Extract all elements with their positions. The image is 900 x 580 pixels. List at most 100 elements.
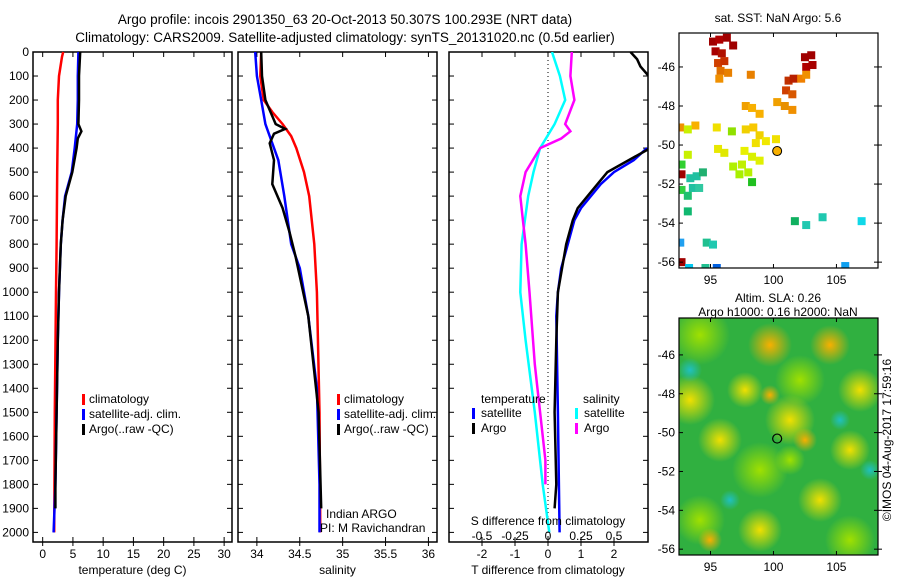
figure-title-line1: Argo profile: incois 2901350_63 20-Oct-2… — [118, 12, 572, 27]
depth-tick-label: 1600 — [2, 429, 29, 443]
sst-cell — [737, 160, 746, 169]
plot-frame — [237, 51, 438, 543]
legend-label: satellite-adj. clim. — [344, 407, 436, 421]
argo-position-marker — [772, 433, 783, 444]
legend-swatch — [575, 408, 578, 419]
sla-anomaly-blob — [727, 372, 763, 408]
depth-tick-label: 2000 — [2, 525, 29, 539]
sst-cell — [711, 47, 720, 56]
x-tick-label: 34.5 — [288, 547, 312, 561]
lat-tick-label: -54 — [658, 216, 676, 230]
depth-tick-label: 0 — [22, 45, 29, 59]
sst-cell — [692, 172, 701, 181]
sla-anomaly-blob — [775, 355, 825, 405]
sst-cell — [749, 123, 758, 132]
sst-cell — [857, 217, 866, 226]
sst-cell — [683, 191, 692, 200]
temperature-line-argo-raw-qc — [54, 51, 83, 509]
sla-anomaly-blob — [793, 428, 817, 452]
legend-label: Argo — [481, 421, 507, 435]
imos-credit: ©IMOS 04-Aug-2017 17:59:16 — [880, 359, 894, 522]
diff-line-salinity-argo — [519, 52, 576, 485]
x-axis-label: salinity — [319, 563, 356, 577]
sla-anomaly-blob — [775, 445, 805, 475]
diff-line-temperature-argo — [553, 52, 648, 509]
depth-tick-label: 1500 — [2, 405, 29, 419]
figure-title-line2: Climatology: CARS2009. Satellite-adjuste… — [75, 30, 615, 45]
diff-line-temperature-satellite — [555, 147, 648, 533]
sst-cell — [797, 74, 806, 83]
sst-cell — [727, 127, 736, 136]
legend-label: climatology — [89, 392, 149, 406]
x-tick-label: 25 — [187, 547, 201, 561]
x-tick-label: 0 — [39, 547, 46, 561]
sst-map-title: sat. SST: NaN Argo: 5.6 — [715, 11, 842, 25]
temperature-line-climatology — [52, 51, 65, 533]
legend-title-salinity: salinity — [583, 392, 620, 406]
s-tick-label: 0.5 — [606, 529, 623, 543]
sst-cell — [755, 131, 764, 140]
depth-tick-label: 100 — [9, 69, 29, 83]
sst-cell — [789, 74, 798, 83]
sst-cell — [702, 238, 711, 247]
sla-anomaly-blob — [830, 410, 850, 430]
sst-cell — [729, 162, 738, 171]
lat-tick-label: -46 — [658, 60, 676, 74]
argo-position-marker — [772, 146, 783, 157]
sla-field — [679, 318, 878, 555]
sla-anomaly-blob — [732, 442, 788, 498]
sst-cell — [746, 70, 755, 79]
lon-tick-label: 95 — [704, 560, 718, 574]
salinity-line-argo-raw-qc — [259, 51, 323, 509]
sla-anomaly-blob — [720, 490, 740, 510]
sla-anomaly-blob — [760, 385, 780, 405]
depth-tick-label: 500 — [9, 165, 29, 179]
s-tick-label: 0 — [545, 529, 552, 543]
lon-tick-label: 100 — [763, 273, 783, 287]
sla-anomaly-blob — [738, 508, 782, 552]
legend-title-temperature: temperature — [481, 392, 546, 406]
sst-cell — [761, 137, 770, 146]
sst-cell — [802, 62, 811, 71]
salinity-panel: 34 34.5 35 35.5 36 salinity climatologysatelli… — [237, 51, 438, 577]
sst-cell — [744, 168, 753, 177]
sst-map-panel: 95 100 105 -46 -48 -50 -52 -54 -56 — [658, 32, 882, 287]
sst-cell — [755, 109, 764, 118]
sst-cell — [788, 105, 797, 114]
sla-anomaly-blob — [830, 430, 870, 470]
annotation-pi: PI: M Ravichandran — [320, 521, 425, 535]
sst-cell — [722, 33, 731, 42]
x-tick-label: 35 — [336, 547, 350, 561]
depth-tick-label: 1000 — [2, 285, 29, 299]
sst-cell — [683, 150, 692, 159]
sst-cell — [818, 213, 827, 222]
legend-swatch — [82, 394, 85, 405]
s-tick-label: -0.5 — [472, 529, 493, 543]
lat-tick-label: -48 — [658, 387, 676, 401]
sst-cell — [709, 240, 718, 249]
legend-swatch — [337, 409, 340, 420]
s-tick-label: 0.25 — [569, 529, 593, 543]
depth-tick-label: 1900 — [2, 501, 29, 515]
sst-cell — [716, 66, 725, 75]
sst-cell — [780, 101, 789, 110]
sst-cell — [800, 53, 809, 62]
lat-tick-label: -56 — [658, 542, 676, 556]
sst-cell — [679, 170, 686, 179]
sst-cell — [841, 262, 850, 268]
sst-cell — [683, 125, 692, 134]
sst-cell — [790, 217, 799, 226]
temperature-panel: 0100200300400500600700800900100011001200… — [2, 45, 233, 577]
sst-cell — [802, 70, 811, 79]
sst-cell — [679, 185, 686, 194]
sst-cell — [751, 139, 760, 148]
sla-anomaly-blob — [679, 375, 715, 425]
t-difference-axis-label: T difference from climatology — [471, 563, 625, 577]
x-tick-label: 36 — [422, 547, 436, 561]
lon-tick-label: 105 — [826, 273, 846, 287]
x-tick-label: 30 — [217, 547, 231, 561]
x-tick-label: 20 — [157, 547, 171, 561]
legend-swatch — [472, 423, 475, 434]
legend-swatch — [82, 409, 85, 420]
